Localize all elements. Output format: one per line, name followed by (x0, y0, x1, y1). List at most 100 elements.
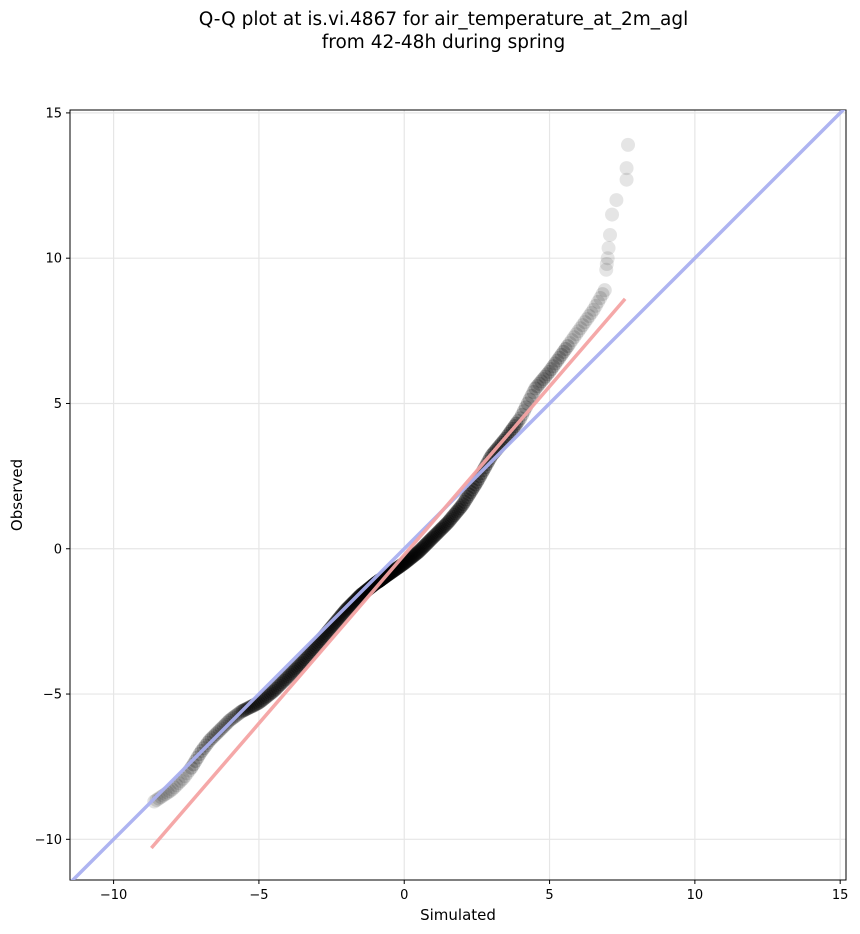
quantile-point (410, 545, 425, 560)
quantile-point (295, 655, 310, 670)
quantile-point (526, 385, 541, 400)
quantile-point (454, 499, 469, 514)
quantile-point (420, 535, 435, 550)
quantile-point (216, 719, 231, 734)
quantile-point (263, 686, 278, 701)
quantile-point (440, 516, 455, 531)
quantile-point (558, 341, 573, 356)
quantile-point (417, 539, 432, 554)
quantile-point (344, 597, 359, 612)
quantile-point (424, 531, 439, 546)
quantile-point (241, 701, 256, 716)
quantile-point (349, 592, 364, 607)
quantile-point (352, 589, 367, 604)
quantile-point (287, 662, 302, 677)
quantile-point (584, 305, 599, 320)
quantile-point (582, 309, 597, 324)
quantile-point (406, 549, 421, 564)
quantile-point (409, 546, 424, 561)
quantile-point (532, 376, 547, 391)
quantile-point (149, 793, 164, 808)
quantile-point (567, 330, 582, 345)
quantile-point (560, 339, 575, 354)
quantile-point (586, 302, 601, 317)
quantile-point (303, 645, 318, 660)
quantile-point (425, 530, 440, 545)
quantile-point (544, 362, 559, 377)
quantile-point (411, 544, 426, 559)
quantile-point (208, 727, 223, 742)
quantile-point (556, 344, 571, 359)
quantile-point (260, 689, 275, 704)
quantile-point (206, 729, 221, 744)
quantile-point (343, 598, 358, 613)
quantile-point (441, 514, 456, 529)
quantile-point (335, 606, 350, 621)
quantile-point (388, 562, 403, 577)
quantile-point (419, 536, 434, 551)
quantile-point (536, 372, 551, 387)
quantile-point (540, 367, 555, 382)
quantile-point (386, 563, 401, 578)
quantile-point (405, 549, 420, 564)
quantile-point (548, 356, 563, 371)
quantile-point (619, 161, 634, 176)
quantile-point (218, 717, 233, 732)
quantile-point (481, 454, 496, 469)
quantile-point (331, 612, 346, 627)
quantile-point (430, 525, 445, 540)
quantile-point (528, 381, 543, 396)
quantile-point (270, 680, 285, 695)
quantile-point (273, 677, 288, 692)
quantile-point (458, 492, 473, 507)
quantile-point (389, 561, 404, 576)
chart-title: Q-Q plot at is.vi.4867 for air_temperatu… (198, 9, 689, 53)
quantile-point (276, 673, 291, 688)
quantile-point (210, 725, 225, 740)
quantile-point (403, 551, 418, 566)
quantile-point (448, 506, 463, 521)
x-tick-label: −10 (100, 888, 127, 903)
quantile-point (515, 407, 530, 422)
quantile-point (413, 542, 428, 557)
quantile-point (262, 687, 277, 702)
quantile-point (224, 712, 239, 727)
y-tick-label: 5 (54, 397, 62, 412)
quantile-point (579, 312, 594, 327)
quantile-point (538, 369, 553, 384)
quantile-point (605, 207, 620, 222)
quantile-point (524, 388, 539, 403)
quantile-points (147, 137, 636, 809)
quantile-point (289, 661, 304, 676)
quantile-point (462, 487, 477, 502)
quantile-point (588, 298, 603, 313)
quantile-point (595, 287, 610, 302)
quantile-point (550, 353, 565, 368)
quantile-point (350, 591, 365, 606)
quantile-point (302, 647, 317, 662)
quantile-point (600, 251, 615, 266)
quantile-point (345, 596, 360, 611)
x-tick-label: 0 (400, 888, 408, 903)
quantile-point (407, 548, 422, 563)
quantile-point (416, 540, 431, 555)
quantile-point (283, 667, 298, 682)
quantile-point (339, 602, 354, 617)
quantile-point (334, 608, 349, 623)
quantile-point (337, 604, 352, 619)
quantile-point (304, 643, 319, 658)
quantile-point (412, 543, 427, 558)
quantile-point (432, 524, 447, 539)
quantile-point (597, 283, 612, 298)
quantile-point (599, 257, 614, 271)
quantile-point (275, 675, 290, 690)
quantile-point (147, 794, 162, 809)
x-tick-label: −5 (249, 888, 268, 903)
quantile-point (220, 715, 235, 730)
quantile-point (575, 318, 590, 333)
grid (70, 110, 846, 880)
quantile-point (434, 521, 449, 536)
quantile-point (271, 678, 286, 693)
quantile-point (333, 609, 348, 624)
quantile-point (569, 327, 584, 342)
